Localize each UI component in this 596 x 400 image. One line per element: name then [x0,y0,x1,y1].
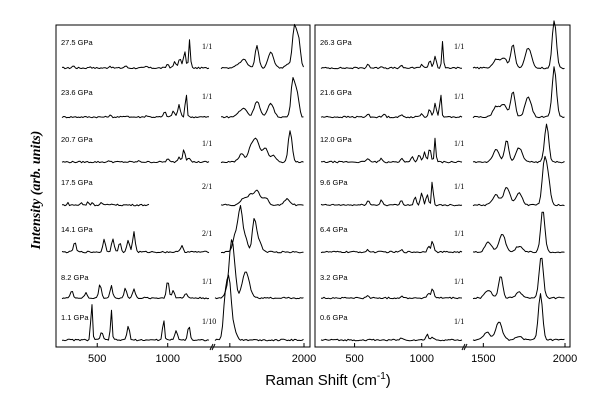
scale-ratio-label: 1/1 [202,92,212,101]
scale-ratio-label: 1/1 [202,277,212,286]
right-panel-frame [314,24,571,348]
spectrum-trace-low [61,149,210,164]
spectrum-trace-high [472,155,565,207]
scale-ratio-label: 1/1 [202,42,212,51]
scale-ratio-label: 1/1 [454,317,464,326]
pressure-label: 14.1 GPa [61,225,94,234]
spectrum-trace-high [214,274,304,342]
scale-ratio-label: 1/1 [454,277,464,286]
spectrum-trace-low [320,240,463,254]
spectrum-trace-low [321,137,463,164]
y-axis-title: Intensity (arb. units) [29,131,44,251]
spectrum-trace-high [472,257,565,300]
scale-ratio-label: 1/1 [454,42,464,51]
pressure-label: 27.5 GPa [61,38,94,47]
spectrum-trace-low [61,39,210,70]
x-tick-label: 1000 [409,353,433,365]
pressure-label: 20.7 GPa [61,135,94,144]
spectrum-trace-high [220,77,304,119]
spectrum-trace-low [61,94,210,119]
scale-ratio-label: 1/1 [454,182,464,191]
x-tick-label: 500 [345,353,363,365]
scale-ratio-label: 2/1 [202,229,212,238]
pressure-label: 6.4 GPa [320,225,348,234]
spectrum-trace-high [220,189,304,207]
x-tick-label: 2000 [292,353,316,365]
x-tick-label: 1500 [218,353,242,365]
pressure-label: 9.6 GPa [320,178,348,187]
pressure-label: 26.3 GPa [320,38,353,47]
x-tick-label: 2000 [553,353,577,365]
axis-break-mark [463,343,468,351]
spectrum-trace-low [61,231,210,254]
axis-break-mark [209,343,214,351]
pressure-label: 0.6 GPa [320,313,348,322]
spectrum-trace-low [320,41,463,70]
spectrum-trace-low [61,201,150,207]
x-tick-label: 500 [88,353,106,365]
pressure-label: 17.5 GPa [61,178,94,187]
left-panel-frame [55,24,311,348]
scale-ratio-label: 1/1 [454,92,464,101]
x-axis-title: Raman Shift (cm-1) [265,371,391,389]
pressure-label: 3.2 GPa [320,273,348,282]
spectrum-trace-low [320,181,463,207]
spectrum-trace-high [472,211,565,254]
scale-ratio-label: 1/1 [454,139,464,148]
spectrum-trace-high [214,239,304,300]
pressure-label: 1.1 GPa [61,313,89,322]
spectrum-trace-low [320,94,463,119]
pressure-label: 12.0 GPa [320,135,353,144]
pressure-label: 21.6 GPa [320,88,353,97]
spectrum-trace-low [61,282,210,300]
pressure-label: 8.2 GPa [61,273,89,282]
scale-ratio-label: 1/10 [202,317,216,326]
scale-ratio-label: 1/1 [202,139,212,148]
spectrum-trace-high [472,123,565,164]
spectrum-trace-high [472,293,565,342]
axis-break-mark [211,343,216,351]
spectrum-trace-high [220,130,304,164]
spectrum-trace-low [61,304,210,342]
spectrum-trace-low [320,288,463,300]
scale-ratio-label: 1/1 [454,229,464,238]
spectrum-trace-high [472,20,565,70]
spectrum-trace-low [320,333,463,342]
spectrum-trace-high [220,23,304,70]
spectrum-trace-high [220,205,304,254]
scale-ratio-label: 2/1 [202,182,212,191]
pressure-label: 23.6 GPa [61,88,94,97]
spectrum-trace-high [472,66,565,119]
axis-break-mark [461,343,466,351]
x-tick-label: 1500 [471,353,495,365]
x-tick-label: 1000 [155,353,179,365]
